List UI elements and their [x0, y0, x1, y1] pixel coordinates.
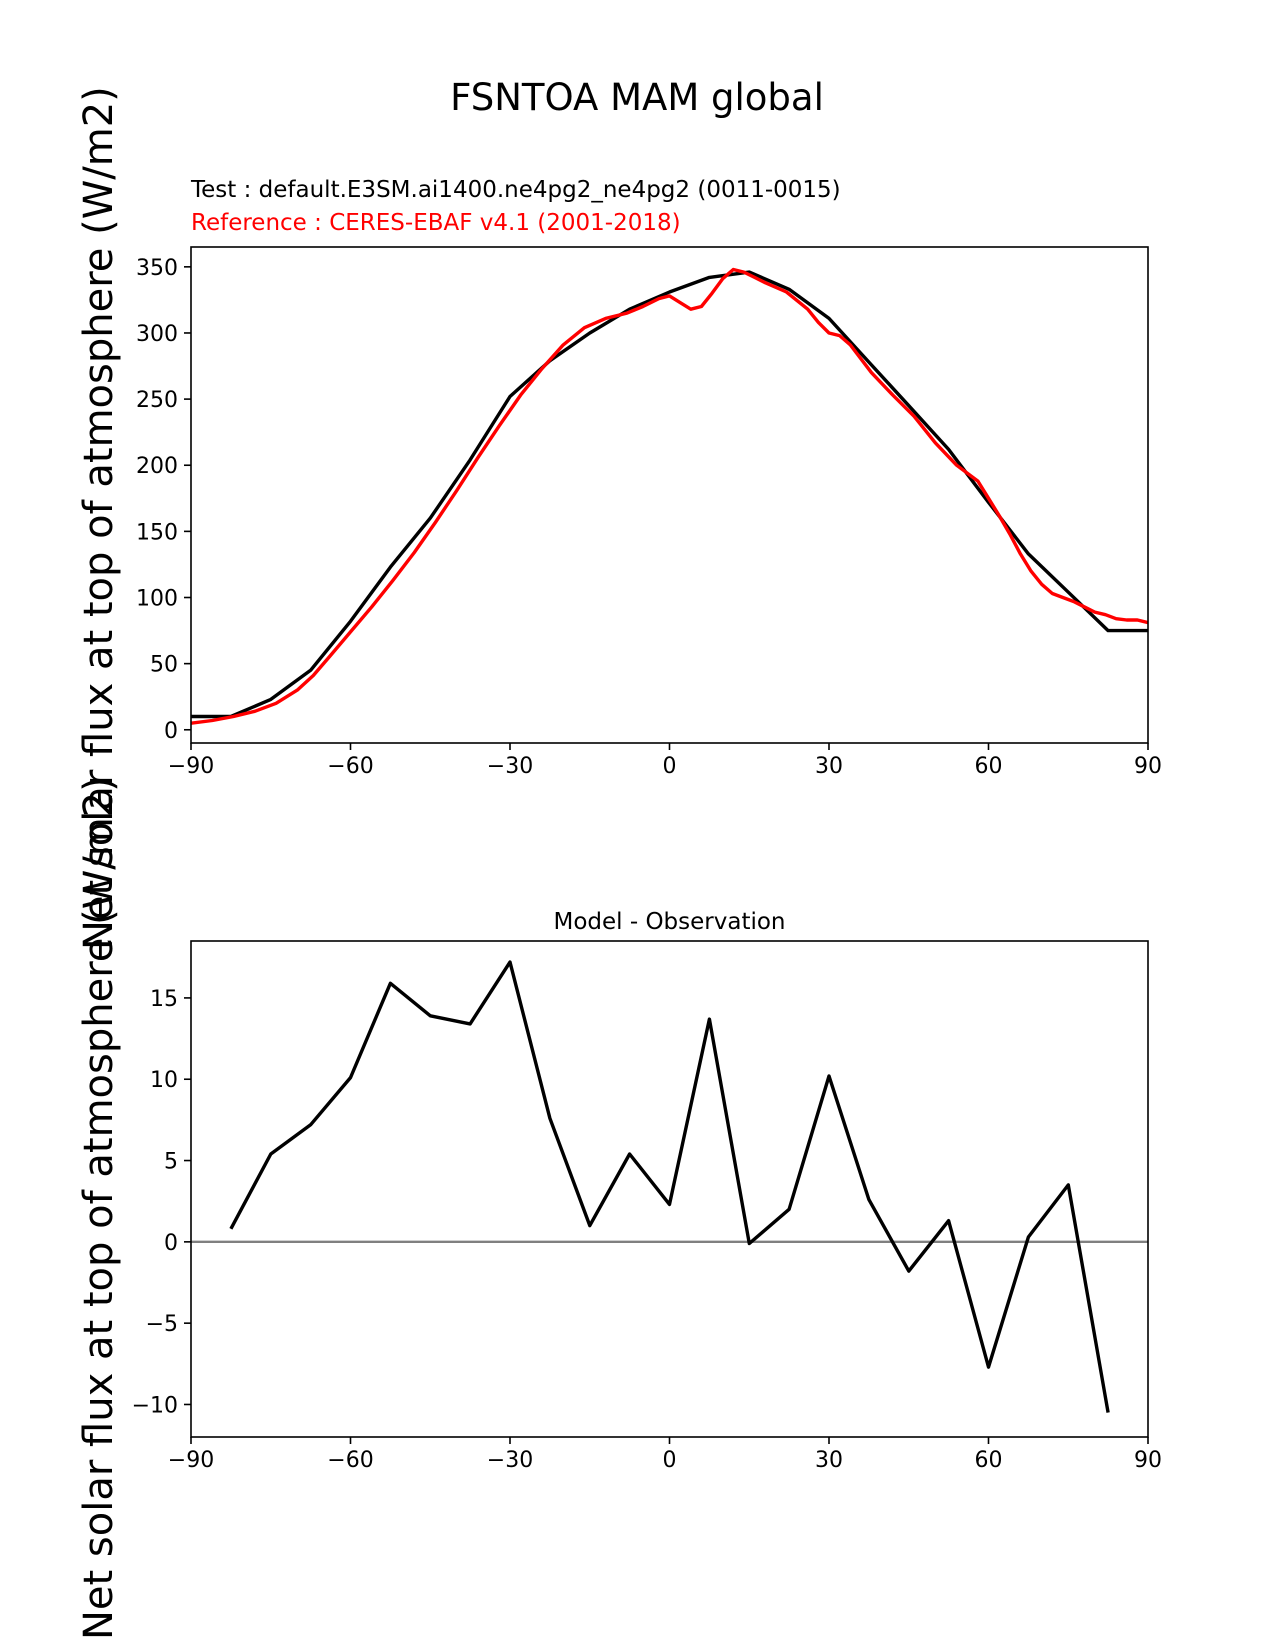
x-tick-label: −30	[487, 1448, 533, 1473]
x-tick-label: −60	[327, 754, 373, 779]
plot-frame	[190, 940, 1149, 1438]
y-axis-label-lower: Net solar flux at top of atmosphere (W/m…	[76, 776, 122, 1640]
y-tick-label: 15	[150, 987, 178, 1012]
x-tick-label: −30	[487, 754, 533, 779]
series-line-difference	[229, 960, 1110, 1413]
y-tick-label: −5	[146, 1312, 178, 1337]
x-tick-label: 90	[1134, 1448, 1162, 1473]
x-tick-label: 60	[975, 1448, 1003, 1473]
y-tick-label: 150	[136, 520, 178, 545]
difference-panel: Model - Observation −90 −60 −30 0 30 60 90 −10 −5…	[132, 909, 1162, 1473]
x-tick-label: −60	[327, 1448, 373, 1473]
y-tick-label: 0	[164, 1231, 178, 1256]
x-tick-label: 30	[815, 754, 843, 779]
y-tick-label: 5	[164, 1150, 178, 1175]
x-tick-label: 0	[663, 1448, 677, 1473]
plot-frame	[190, 246, 1149, 744]
reference-label: Reference : CERES-EBAF v4.1 (2001-2018)	[191, 210, 681, 236]
x-tick-label: −90	[168, 754, 214, 779]
y-tick-label: 300	[136, 322, 178, 347]
y-tick-label: 100	[136, 587, 178, 612]
y-tick-label: 0	[164, 719, 178, 744]
y-tick-label: 50	[150, 653, 178, 678]
y-tick-label: 250	[136, 388, 178, 413]
x-tick-label: −90	[168, 1448, 214, 1473]
zonal-mean-panel: −90 −60 −30 0 30 60 90 0 50 100 150 200 250 300 350	[136, 246, 1162, 779]
figure-title: FSNTOA MAM global	[450, 76, 824, 119]
y-axis-label-upper: Net solar flux at top of atmosphere (W/m…	[76, 86, 122, 950]
series-line-reference	[191, 267, 1148, 725]
y-tick-label: −10	[132, 1393, 178, 1418]
x-tick-label: 30	[815, 1448, 843, 1473]
panel-title: Model - Observation	[553, 909, 785, 935]
y-tick-label: 350	[136, 256, 178, 281]
test-label: Test : default.E3SM.ai1400.ne4pg2_ne4pg2…	[190, 177, 841, 203]
y-tick-label: 200	[136, 454, 178, 479]
x-tick-label: 0	[663, 754, 677, 779]
series-line-test	[191, 270, 1148, 719]
y-tick-label: 10	[150, 1068, 178, 1093]
x-tick-label: 60	[975, 754, 1003, 779]
x-tick-label: 90	[1134, 754, 1162, 779]
